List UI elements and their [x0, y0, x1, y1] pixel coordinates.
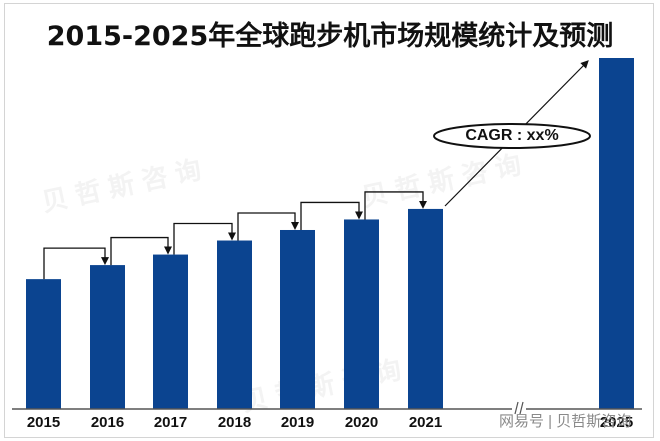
growth-arrow	[110, 236, 172, 266]
x-tick-label: 2020	[344, 414, 379, 431]
growth-arrow	[364, 191, 427, 220]
chart-title: 2015-2025年全球跑步机市场规模统计及预测	[46, 21, 614, 52]
growth-arrow	[173, 222, 236, 255]
cagr-label: CAGR : xx%	[465, 127, 559, 144]
bar-2015	[26, 279, 61, 409]
cagr-ellipse	[433, 123, 591, 149]
growth-arrow	[237, 212, 299, 241]
bar-2025	[599, 58, 634, 409]
bar-2018	[217, 240, 252, 409]
axis-break-icon	[512, 401, 526, 415]
x-tick-label: 2016	[90, 414, 125, 431]
bar-2019	[280, 229, 315, 409]
bar-2016	[90, 265, 125, 409]
growth-arrow	[300, 201, 363, 230]
x-tick-label: 2019	[280, 414, 315, 431]
growth-arrow	[43, 247, 109, 280]
x-tick-label: 2025	[599, 414, 634, 431]
x-tick-label: 2018	[217, 414, 252, 431]
x-tick-label: 2017	[153, 414, 188, 431]
x-tick-label: 2021	[408, 414, 443, 431]
bar-2017	[153, 254, 188, 409]
bar-2021	[408, 208, 443, 409]
x-tick-label: 2015	[26, 414, 61, 431]
bar-2020	[344, 219, 379, 409]
bars	[26, 58, 634, 409]
footer-watermark: 网易号 | 贝哲斯咨询	[499, 413, 632, 430]
growth-arrows	[43, 191, 427, 280]
